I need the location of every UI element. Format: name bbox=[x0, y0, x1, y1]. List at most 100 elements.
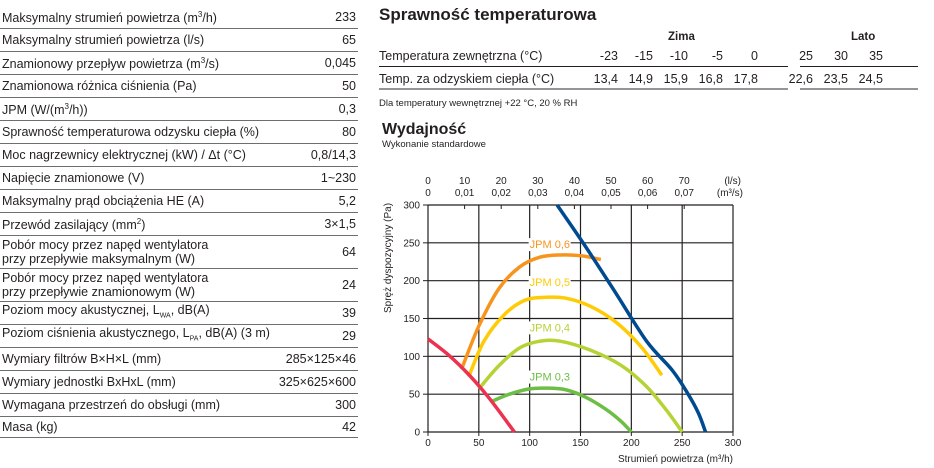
y-tick-label: 50 bbox=[409, 390, 421, 401]
top-tick-label-ls: 10 bbox=[459, 176, 471, 187]
series-label-bg bbox=[528, 275, 571, 289]
winter-group-header: Zima bbox=[668, 31, 695, 43]
spec-label: Pobór mocy przez napęd wentylatora przy p… bbox=[2, 238, 209, 266]
spec-value: 3×1,5 bbox=[324, 217, 356, 231]
spec-row: Poziom mocy akustycznej, LWA, dB(A) 39 bbox=[0, 302, 358, 325]
top-tick-label-m3s: 0,02 bbox=[491, 188, 511, 199]
spec-value: 39 bbox=[342, 306, 356, 320]
divider bbox=[379, 66, 788, 67]
series-label: JPM 0,4 bbox=[530, 322, 570, 334]
spec-value: 50 bbox=[342, 79, 356, 93]
spec-value: 285×125×46 bbox=[285, 352, 356, 366]
y-tick-label: 150 bbox=[403, 314, 420, 325]
spec-label: Maksymalny prąd obciążenia HE (A) bbox=[2, 194, 205, 208]
outdoor-temp-value: -15 bbox=[634, 49, 653, 63]
outdoor-temp-value: 30 bbox=[834, 49, 848, 63]
divider bbox=[800, 66, 918, 67]
spec-row: Poziom ciśnienia akustycznego, LPA, dB(A… bbox=[0, 325, 358, 348]
series-label-bg bbox=[528, 238, 571, 252]
x-tick-label: 250 bbox=[674, 438, 691, 449]
spec-row: Sprawność temperaturowa odzysku ciepła (… bbox=[0, 121, 358, 144]
performance-title: Wydajność bbox=[382, 121, 467, 138]
y-tick-label: 100 bbox=[403, 352, 420, 363]
spec-label: JPM (W/(m3/h)) bbox=[2, 102, 88, 118]
spec-value: 80 bbox=[342, 125, 356, 139]
performance-subtitle: Wykonanie standardowe bbox=[382, 139, 486, 150]
spec-row: Pobór mocy przez napęd wentylatora przy p… bbox=[0, 269, 358, 302]
series-jpm-0-6 bbox=[459, 253, 602, 370]
top-tick-label-m3s: 0,04 bbox=[565, 188, 585, 199]
series-jpm-0-5 bbox=[467, 295, 664, 378]
top-axis-unit-m3s: (m³/s) bbox=[717, 188, 743, 199]
recovery-temp-value: 13,4 bbox=[593, 72, 618, 86]
recovery-temp-value: 23,5 bbox=[823, 72, 848, 86]
spec-row: Maksymalny strumień powietrza (l/s) 65 bbox=[0, 29, 358, 52]
outdoor-temp-value: 35 bbox=[869, 49, 883, 63]
top-tick-label-m3s: 0,07 bbox=[674, 188, 694, 199]
x-tick-label: 200 bbox=[623, 438, 640, 449]
top-tick-label-ls: 40 bbox=[569, 176, 581, 187]
top-tick-label-m3s: 0,01 bbox=[455, 188, 475, 199]
temperature-efficiency-title: Sprawność temperaturowa bbox=[379, 5, 597, 24]
series-label: JPM 0,6 bbox=[530, 239, 570, 251]
divider bbox=[800, 88, 918, 90]
recovery-temp-value: 24,5 bbox=[858, 72, 883, 86]
top-tick-label-ls: 20 bbox=[496, 176, 508, 187]
spec-row: Wymiary jednostki BxHxL (mm) 325×625×600 bbox=[0, 371, 358, 394]
spec-value: 65 bbox=[342, 33, 356, 47]
spec-row: Maksymalny prąd obciążenia HE (A) 5,2 bbox=[0, 190, 358, 213]
spec-row: Pobór mocy przez napęd wentylatora przy p… bbox=[0, 236, 358, 269]
spec-value: 24 bbox=[342, 278, 356, 292]
top-tick-label-m3s: 0 bbox=[425, 188, 431, 199]
outdoor-temp-value: 0 bbox=[751, 49, 758, 63]
spec-row: Maksymalny strumień powietrza (m3/h) 233 bbox=[0, 6, 358, 29]
spec-label: Przewód zasilający (mm2) bbox=[2, 217, 146, 233]
top-tick-label-m3s: 0,06 bbox=[638, 188, 658, 199]
spec-row: Znamionowy przepływ powietrza (m3/s) 0,04… bbox=[0, 52, 358, 75]
y-tick-label: 250 bbox=[403, 238, 420, 249]
x-tick-label: 150 bbox=[572, 438, 589, 449]
top-tick-label-ls: 70 bbox=[679, 176, 691, 187]
summer-group-header: Lato bbox=[851, 31, 876, 43]
top-tick-label-ls: 60 bbox=[642, 176, 654, 187]
top-tick-label-ls: 50 bbox=[605, 176, 617, 187]
x-tick-label: 0 bbox=[425, 438, 431, 449]
series-label-bg bbox=[528, 321, 571, 335]
spec-row: Przewód zasilający (mm2) 3×1,5 bbox=[0, 213, 358, 236]
y-axis-label: Spręż dyspozycyjny (Pa) bbox=[383, 203, 394, 313]
spec-row: Znamionowa różnica ciśnienia (Pa) 50 bbox=[0, 75, 358, 98]
series-label-bg bbox=[528, 370, 571, 384]
series-max-flow bbox=[555, 204, 708, 433]
x-axis-label: Strumień powietrza (m³/h) bbox=[618, 454, 733, 465]
spec-label: Pobór mocy przez napęd wentylatora przy p… bbox=[2, 271, 209, 299]
series-jpm-0-4 bbox=[477, 338, 684, 434]
spec-label: Masa (kg) bbox=[2, 420, 58, 434]
spec-value: 233 bbox=[335, 10, 356, 24]
y-tick-label: 0 bbox=[414, 428, 420, 439]
spec-value: 29 bbox=[342, 329, 356, 343]
series-label: JPM 0,3 bbox=[530, 372, 570, 384]
spec-label: Poziom ciśnienia akustycznego, LPA, dB(A… bbox=[2, 325, 270, 343]
recovery-temp-value: 17,8 bbox=[733, 72, 758, 86]
spec-label: Wymiary jednostki BxHxL (mm) bbox=[2, 375, 176, 389]
temperature-note: Dla temperatury wewnętrznej +22 °C, 20 %… bbox=[379, 98, 578, 109]
spec-row: Masa (kg) 42 bbox=[0, 417, 358, 438]
spec-value: 300 bbox=[335, 398, 356, 412]
spec-value: 0,045 bbox=[324, 56, 356, 70]
spec-label: Maksymalny strumień powietrza (m3/h) bbox=[2, 10, 217, 26]
top-axis-unit-ls: (l/s) bbox=[724, 176, 741, 187]
spec-label: Napięcie znamionowe (V) bbox=[2, 171, 145, 185]
x-tick-label: 300 bbox=[725, 438, 742, 449]
outdoor-temp-value: 25 bbox=[799, 49, 813, 63]
divider bbox=[379, 88, 788, 90]
recovery-temp-value: 16,8 bbox=[698, 72, 723, 86]
outdoor-temp-value: -5 bbox=[711, 49, 723, 63]
series-jpm-0-3 bbox=[490, 386, 633, 434]
top-tick-label-ls: 30 bbox=[532, 176, 544, 187]
spec-value: 64 bbox=[342, 245, 356, 259]
top-tick-label-m3s: 0,05 bbox=[601, 188, 621, 199]
recovery-temp-value: 22,6 bbox=[788, 72, 813, 86]
outdoor-temp-value: -10 bbox=[669, 49, 688, 63]
spec-value: 5,2 bbox=[338, 194, 356, 208]
